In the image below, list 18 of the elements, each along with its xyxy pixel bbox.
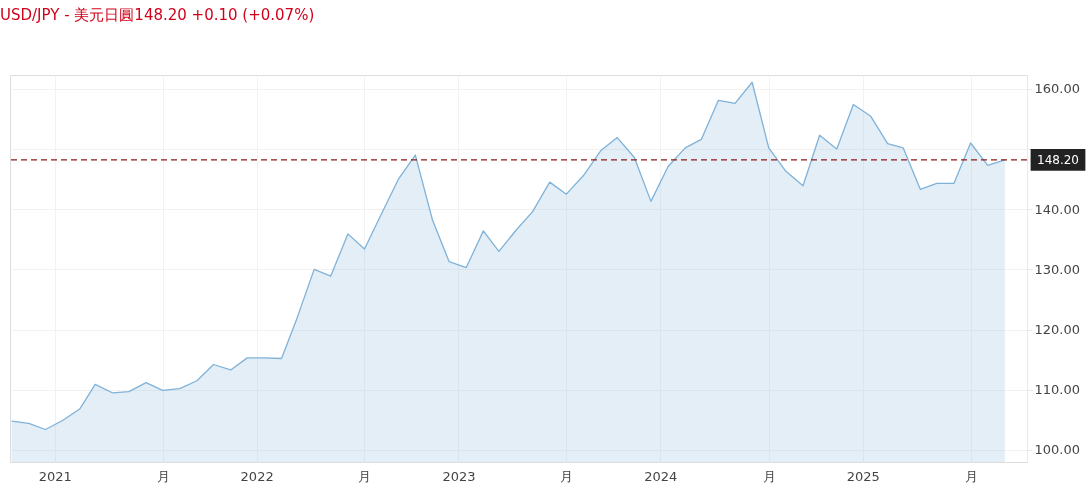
x-tick-label: 月 <box>762 468 776 484</box>
y-tick-label: 120.00 <box>1034 322 1080 338</box>
y-tick-label: 130.00 <box>1034 261 1080 277</box>
x-tick-label: 月 <box>358 468 372 484</box>
x-tick-label: 2025 <box>846 468 880 484</box>
ref-line-label: 148.20 <box>1037 152 1079 167</box>
y-tick-label: 160.00 <box>1034 81 1080 97</box>
x-tick-label: 月 <box>560 468 574 484</box>
y-tick-label: 110.00 <box>1034 382 1080 398</box>
y-tick-label: 140.00 <box>1034 201 1080 217</box>
x-tick-label: 月 <box>156 468 170 484</box>
y-tick-label: 100.00 <box>1034 442 1080 458</box>
x-tick-label: 2022 <box>240 468 274 484</box>
x-tick-label: 2021 <box>38 468 72 484</box>
x-tick-label: 月 <box>964 468 978 484</box>
x-tick-label: 2023 <box>442 468 476 484</box>
chart-title: USD/JPY - 美元日圓148.20 +0.10 (+0.07%) <box>0 6 315 24</box>
x-tick-label: 2024 <box>644 468 678 484</box>
